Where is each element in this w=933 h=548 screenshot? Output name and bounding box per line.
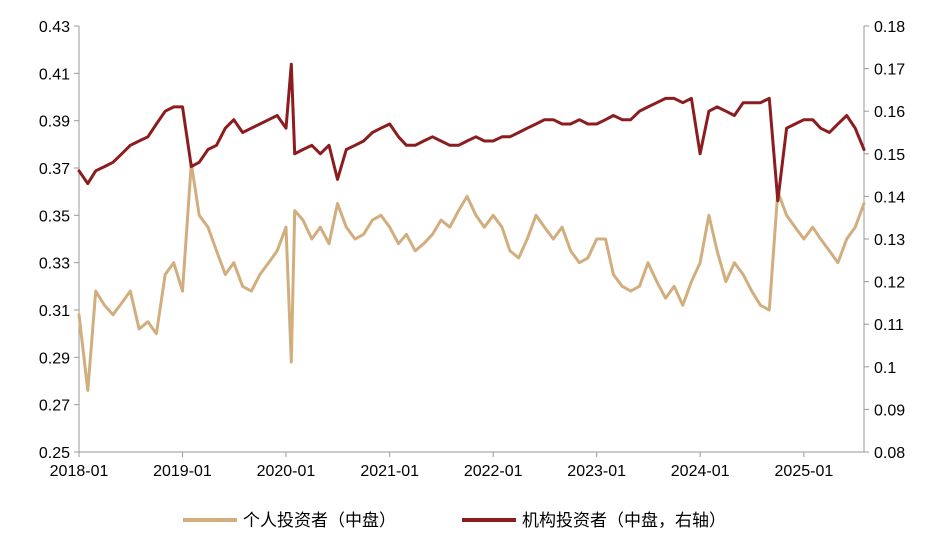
legend-label-1: 个人投资者（中盘） <box>243 511 396 530</box>
right-y-tick-label: 0.09 <box>874 402 905 419</box>
x-tick-label: 2025-01 <box>775 463 834 480</box>
right-y-tick-label: 0.12 <box>874 275 905 292</box>
left-y-tick-label: 0.37 <box>39 161 70 178</box>
right-y-tick-label: 0.15 <box>874 147 905 164</box>
left-y-tick-label: 0.35 <box>39 208 70 225</box>
left-y-tick-label: 0.43 <box>39 19 70 36</box>
x-tick-label: 2019-01 <box>153 463 212 480</box>
right-y-tick-label: 0.08 <box>874 445 905 462</box>
x-tick-label: 2022-01 <box>464 463 523 480</box>
right-y-tick-label: 0.1 <box>874 360 896 377</box>
right-y-tick-label: 0.11 <box>874 317 904 334</box>
right-y-tick-label: 0.17 <box>874 62 905 79</box>
right-y-tick-label: 0.16 <box>874 104 905 121</box>
series-line-1 <box>77 161 866 392</box>
left-y-tick-label: 0.41 <box>39 66 70 83</box>
right-y-tick-label: 0.14 <box>874 189 905 206</box>
left-y-tick-label: 0.29 <box>39 350 70 367</box>
x-tick-label: 2018-01 <box>50 463 109 480</box>
x-tick-label: 2023-01 <box>567 463 626 480</box>
left-y-tick-label: 0.27 <box>39 398 70 415</box>
legend-label-2: 机构投资者（中盘，右轴） <box>522 511 726 530</box>
x-tick-label: 2020-01 <box>257 463 316 480</box>
axes-layer: 0.25 0.27 0.29 0.31 0.33 0.35 0.37 0.39 0.41 0.43… <box>39 19 905 480</box>
right-y-tick-label: 0.18 <box>874 19 905 36</box>
series-layer <box>77 62 866 392</box>
left-y-tick-label: 0.33 <box>39 256 70 273</box>
legend: 个人投资者（中盘） 机构投资者（中盘，右轴） <box>183 511 726 530</box>
left-y-tick-label: 0.39 <box>39 114 70 131</box>
x-tick-label: 2024-01 <box>671 463 730 480</box>
x-tick-label: 2021-01 <box>360 463 419 480</box>
left-y-tick-label: 0.31 <box>39 303 70 320</box>
left-y-tick-label: 0.25 <box>39 445 70 462</box>
series-line-2 <box>77 62 866 203</box>
right-y-tick-label: 0.13 <box>874 232 905 249</box>
